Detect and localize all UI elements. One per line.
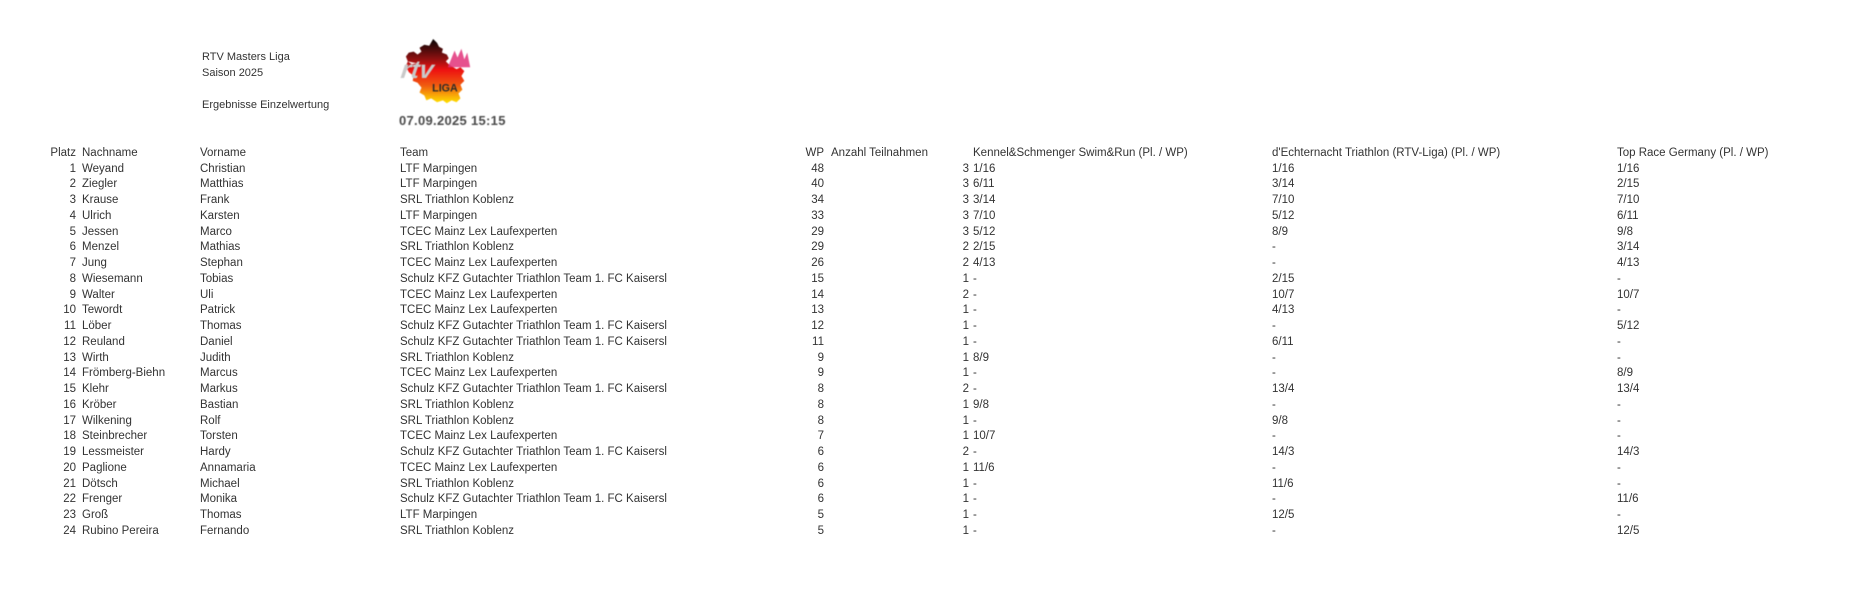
svg-text:LIGA: LIGA — [432, 83, 458, 95]
svg-text:rtv: rtv — [400, 56, 437, 84]
